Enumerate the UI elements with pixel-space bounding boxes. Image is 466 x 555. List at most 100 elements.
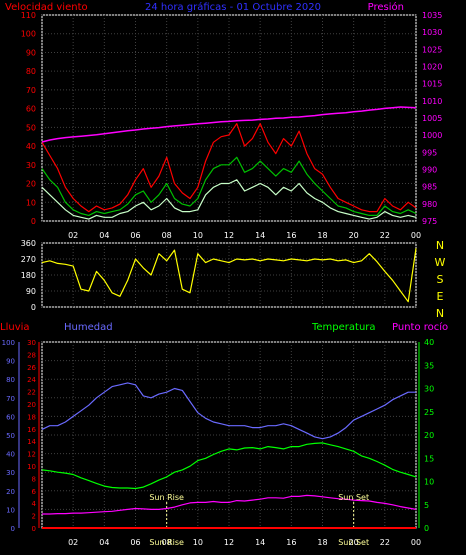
wind-ytick-label: 80 xyxy=(26,67,36,76)
pressure-ytick-label: 975 xyxy=(422,217,437,226)
direction-ytick-label: 90 xyxy=(26,287,36,296)
humidity-ytick-label: 30 xyxy=(6,469,15,477)
temp-xtick-label: 00 xyxy=(411,538,421,547)
wind-xtick-label: 20 xyxy=(349,231,359,240)
sunset-label: Sun Set xyxy=(338,493,369,502)
direction-ytick-label: 360 xyxy=(21,239,36,248)
humidity-ytick-label: 70 xyxy=(6,395,15,403)
wind-ytick-label: 20 xyxy=(26,180,36,189)
temperature-ytick-label: 5 xyxy=(424,501,429,510)
wind-xtick-label: 12 xyxy=(224,231,234,240)
wind-ytick-label: 0 xyxy=(31,217,36,226)
pressure-ytick-label: 995 xyxy=(422,148,437,157)
series-layer xyxy=(41,106,417,529)
direction-ytick-label: 0 xyxy=(31,303,36,312)
wind-xtick-label: 06 xyxy=(130,231,140,240)
temp-xtick-label: 06 xyxy=(130,538,140,547)
temp-xtick-label: 10 xyxy=(193,538,203,547)
direction-ytick-label: 270 xyxy=(21,255,36,264)
pressure-ytick-label: 990 xyxy=(422,166,437,175)
series-gust-line xyxy=(41,122,417,213)
temp-xtick-label: 08 xyxy=(162,538,172,547)
pressure-ytick-label: 985 xyxy=(422,183,437,192)
wind-xtick-label: 16 xyxy=(286,231,296,240)
text-layer: 24 hora gráficas - 01 Octubre 2020010203… xyxy=(0,1,448,547)
rain-ytick-label: 4 xyxy=(32,500,37,508)
rain-ytick-label: 10 xyxy=(27,463,36,471)
wind-speed-label: Velocidad viento xyxy=(5,2,88,13)
sunrise-label: Sun Rise xyxy=(149,493,184,502)
wind-ytick-label: 70 xyxy=(26,86,36,95)
wind-ytick-label: 100 xyxy=(21,30,36,39)
rain-ytick-label: 12 xyxy=(27,451,36,459)
wind-ytick-label: 110 xyxy=(21,11,36,20)
pressure-ytick-label: 1020 xyxy=(422,63,442,72)
wind-ytick-label: 50 xyxy=(26,123,36,132)
sunrise-time-label: Sun Rise xyxy=(149,538,184,547)
wind-xtick-label: 00 xyxy=(411,231,421,240)
rain-ytick-label: 18 xyxy=(27,413,36,421)
sunset-time-label: Sun Set xyxy=(338,538,369,547)
temp-xtick-label: 02 xyxy=(68,538,78,547)
wind-xtick-label: 04 xyxy=(99,231,109,240)
temp-xtick-label: 04 xyxy=(99,538,109,547)
pressure-ytick-label: 1030 xyxy=(422,28,442,37)
series-temperature-line xyxy=(41,442,417,490)
temp-xtick-label: 14 xyxy=(255,538,265,547)
humidity-ytick-label: 40 xyxy=(6,451,15,459)
humidity-label: Humedad xyxy=(64,322,113,333)
rain-ytick-label: 8 xyxy=(32,475,36,483)
humidity-ytick-label: 0 xyxy=(11,525,15,533)
wind-ytick-label: 60 xyxy=(26,105,36,114)
temperature-ytick-label: 25 xyxy=(424,408,434,417)
temperature-ytick-label: 30 xyxy=(424,385,434,394)
rain-ytick-label: 22 xyxy=(27,389,36,397)
temp-xtick-label: 22 xyxy=(380,538,390,547)
humidity-ytick-label: 80 xyxy=(6,376,15,384)
rain-ytick-label: 16 xyxy=(27,426,36,434)
rain-ytick-label: 20 xyxy=(27,401,36,409)
wind-ytick-label: 40 xyxy=(26,142,36,151)
temp-xtick-label: 18 xyxy=(317,538,327,547)
humidity-ytick-label: 20 xyxy=(6,488,15,496)
compass-label: E xyxy=(437,290,444,303)
humidity-ytick-label: 60 xyxy=(6,413,15,421)
pressure-ytick-label: 1000 xyxy=(422,131,442,140)
rain-ytick-label: 24 xyxy=(27,376,36,384)
temperature-ytick-label: 10 xyxy=(424,478,434,487)
humidity-ytick-label: 100 xyxy=(2,339,15,347)
pressure-ytick-label: 1005 xyxy=(422,114,442,123)
pressure-ytick-label: 1035 xyxy=(422,11,442,20)
direction-ytick-label: 180 xyxy=(21,271,36,280)
series-direction-line xyxy=(41,248,417,303)
humidity-ytick-label: 50 xyxy=(6,432,15,440)
temp-xtick-label: 16 xyxy=(286,538,296,547)
pressure-ytick-label: 1025 xyxy=(422,45,442,54)
wind-xtick-label: 14 xyxy=(255,231,265,240)
chart-title: 24 hora gráficas - 01 Octubre 2020 xyxy=(145,1,321,13)
wind-xtick-label: 22 xyxy=(380,231,390,240)
pressure-label: Presión xyxy=(368,1,404,13)
rain-ytick-label: 26 xyxy=(27,364,36,372)
series-humidity-line xyxy=(41,382,416,440)
wind-xtick-label: 18 xyxy=(317,231,327,240)
rain-ytick-label: 6 xyxy=(32,488,37,496)
temp-xtick-label: 20 xyxy=(349,538,359,547)
rain-ytick-label: 28 xyxy=(27,351,36,359)
pressure-ytick-label: 1015 xyxy=(422,80,442,89)
rain-ytick-label: 2 xyxy=(32,513,36,521)
humidity-ytick-label: 90 xyxy=(6,358,15,366)
temp-xtick-label: 12 xyxy=(224,538,234,547)
wind-xtick-label: 02 xyxy=(68,231,78,240)
wind-xtick-label: 08 xyxy=(162,231,172,240)
series-pressure-line xyxy=(41,106,417,143)
compass-label: N xyxy=(436,239,444,252)
rain-ytick-label: 14 xyxy=(27,438,36,446)
humidity-ytick-label: 10 xyxy=(6,506,15,514)
compass-label: S xyxy=(437,273,444,286)
temperature-ytick-label: 15 xyxy=(424,454,434,463)
series-avg-line xyxy=(41,179,417,220)
rain-ytick-label: 0 xyxy=(32,525,36,533)
pressure-ytick-label: 1010 xyxy=(422,97,442,106)
